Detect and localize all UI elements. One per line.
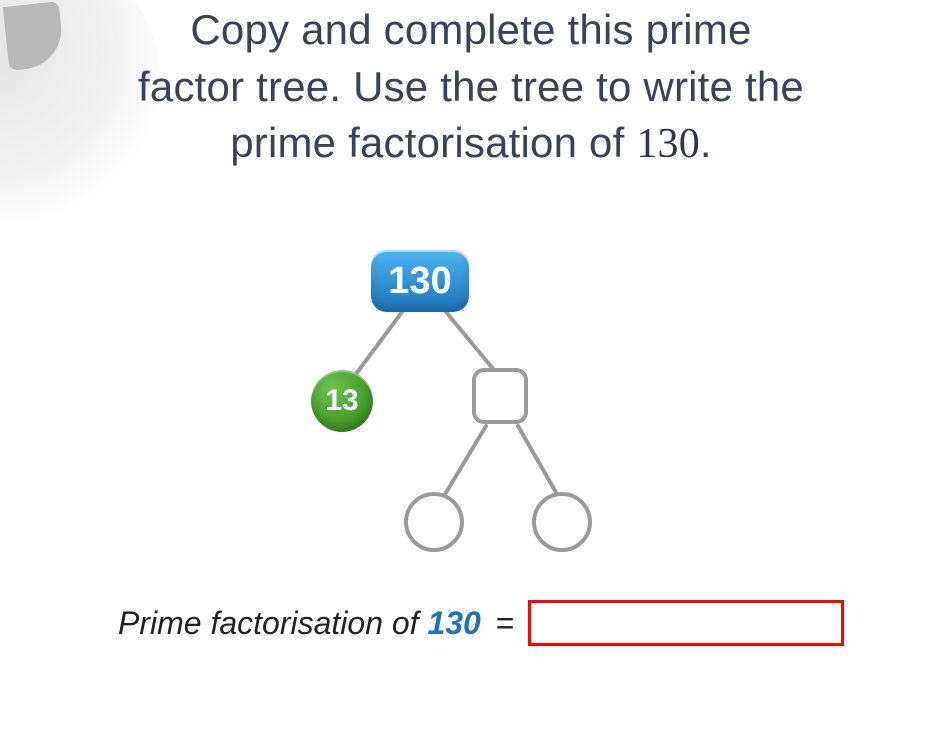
tree-prime-node-13: 13	[311, 370, 373, 432]
answer-number: 130	[427, 605, 480, 641]
question-line3-suffix: .	[700, 119, 712, 166]
question-line2: factor tree. Use the tree to write the	[138, 63, 804, 110]
question-line3-prefix: prime factorisation of	[230, 119, 636, 166]
factor-tree: 130 13	[0, 240, 942, 600]
tree-root-label: 130	[388, 260, 451, 303]
question-text: Copy and complete this prime factor tree…	[0, 2, 942, 173]
answer-input-box[interactable]	[528, 600, 844, 646]
tree-empty-rect[interactable]	[472, 368, 528, 424]
tree-root-node: 130	[371, 250, 469, 312]
answer-prefix: Prime factorisation of	[118, 605, 427, 641]
tree-empty-circle-left[interactable]	[404, 492, 464, 552]
tree-prime-label: 13	[325, 384, 358, 418]
answer-label: Prime factorisation of 130 =	[118, 605, 514, 642]
answer-equals: =	[487, 605, 515, 641]
question-line1: Copy and complete this prime	[190, 6, 751, 53]
tree-empty-circle-right[interactable]	[532, 492, 592, 552]
tree-edges	[0, 240, 942, 600]
question-number: 130	[636, 121, 700, 167]
answer-row: Prime factorisation of 130 =	[118, 600, 844, 646]
